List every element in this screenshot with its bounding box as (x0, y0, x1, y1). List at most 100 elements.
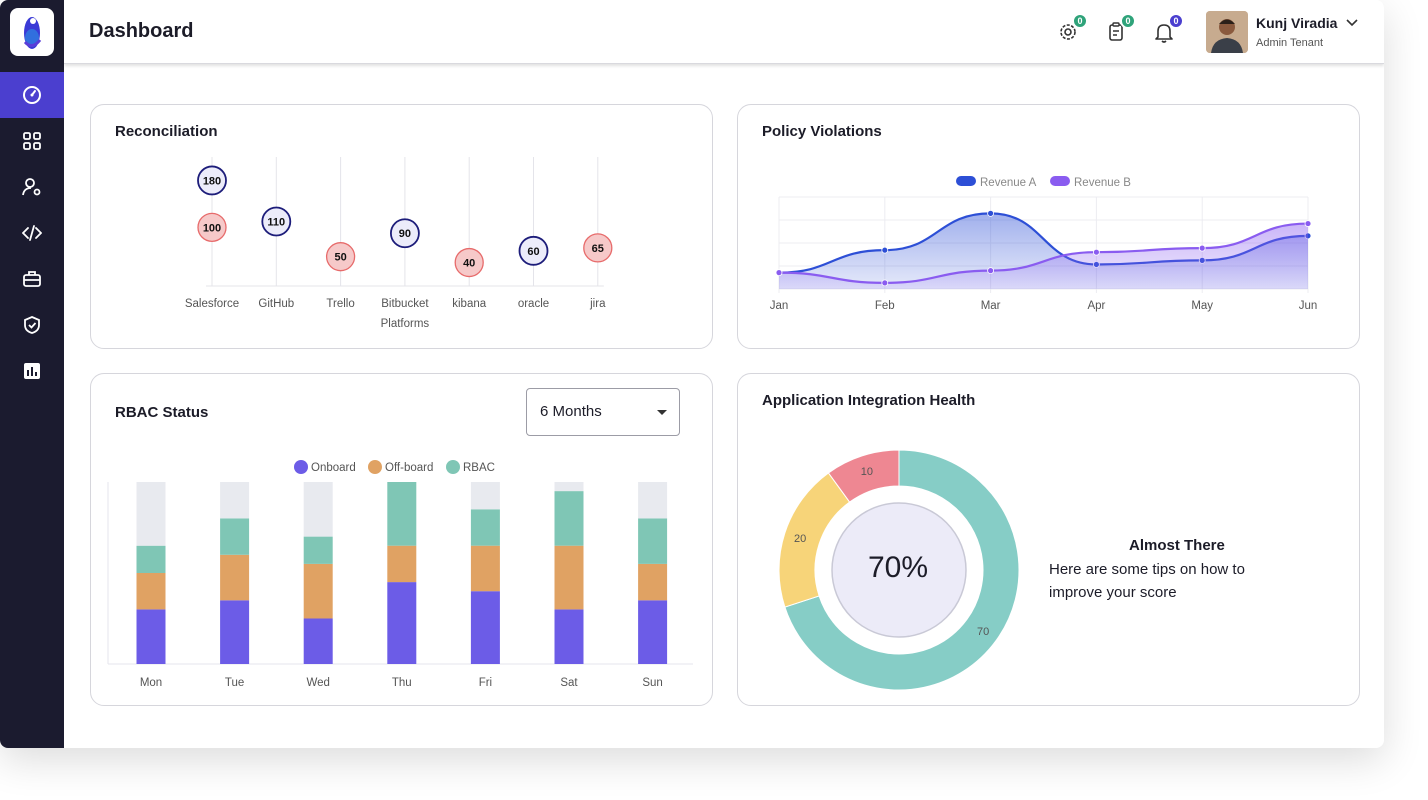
notifications-button[interactable]: 0 (1150, 13, 1184, 46)
bar-segment (554, 609, 584, 664)
bar-segment (638, 563, 668, 601)
data-point (583, 233, 613, 263)
code-icon (22, 225, 42, 241)
gear-icon (1060, 24, 1076, 40)
bar-segment (387, 545, 417, 583)
caret-down-icon (657, 410, 667, 415)
data-point (389, 218, 420, 249)
bar-segment (554, 491, 584, 546)
legend-label: Revenue B (1074, 177, 1131, 189)
rbac-status-card: RBAC Status 6 Months Mon Tue Wed Thu Fri Sat S… (90, 373, 713, 706)
data-point (987, 267, 995, 275)
integration-health-card: Application Integration Health 70 20 10 70… (737, 373, 1360, 706)
tasks-button[interactable]: 0 (1102, 13, 1136, 46)
bar-segment (136, 545, 166, 573)
shield-check-icon (24, 316, 40, 334)
x-tick-label: Trello (326, 298, 354, 310)
sidebar-item-reports[interactable] (0, 348, 64, 394)
bar-segment (470, 591, 500, 664)
bar-segment (470, 509, 500, 546)
sidebar-item-code[interactable] (0, 210, 64, 256)
user-name[interactable]: Kunj Viradia (1256, 15, 1338, 31)
user-menu-toggle[interactable] (1344, 14, 1360, 30)
slice-label: 10 (861, 466, 873, 478)
x-tick-label: Sat (560, 677, 578, 689)
bar-segment (220, 600, 250, 664)
bar-segment (136, 573, 166, 610)
data-point (881, 246, 889, 254)
bar-segment (303, 536, 333, 564)
data-label: 90 (399, 228, 411, 240)
settings-badge: 0 (1072, 13, 1088, 29)
sidebar-item-briefcase[interactable] (0, 256, 64, 302)
x-tick-label: Bitbucket (381, 298, 429, 310)
legend-label: Off-board (385, 462, 433, 474)
rbac-status-title: RBAC Status (115, 404, 209, 421)
reconciliation-chart: Salesforce GitHub Trello Bitbucket kibana ora… (185, 157, 613, 330)
sidebar-item-apps[interactable] (0, 118, 64, 164)
x-tick-label: Tue (225, 677, 244, 689)
avatar[interactable] (1206, 11, 1248, 53)
sidebar-item-users[interactable] (0, 164, 64, 210)
legend-swatch (446, 460, 460, 474)
bar-segment (387, 582, 417, 664)
sidebar (0, 0, 64, 748)
period-select[interactable]: 6 Months (526, 388, 680, 436)
sidebar-item-security[interactable] (0, 302, 64, 348)
x-axis-title: Platforms (381, 318, 430, 330)
bar-segment (638, 518, 668, 564)
x-tick-label: Mar (981, 300, 1001, 312)
x-tick-label: Jun (1299, 300, 1318, 312)
donut-slice (784, 449, 1020, 691)
tip-title: Almost There (1129, 537, 1225, 554)
app-logo[interactable] (10, 8, 54, 56)
notifications-badge: 0 (1168, 13, 1184, 29)
x-tick-label: kibana (452, 298, 486, 310)
data-label: 100 (203, 222, 221, 234)
chevron-down-icon (1346, 19, 1358, 27)
dashboard-icon (23, 86, 41, 104)
legend-label: Onboard (311, 462, 356, 474)
slice-label: 20 (794, 533, 806, 545)
series-area (779, 223, 1308, 289)
integration-health-title: Application Integration Health (762, 392, 976, 409)
data-point (775, 269, 783, 277)
apps-grid-icon (23, 132, 41, 150)
reconciliation-title: Reconciliation (115, 123, 218, 140)
bar-chart-icon (24, 363, 40, 379)
data-point (1304, 220, 1312, 227)
data-label: 110 (267, 217, 285, 229)
sidebar-item-dashboard[interactable] (0, 72, 64, 118)
bar-segment (136, 482, 166, 546)
data-point (987, 209, 995, 217)
data-point (454, 247, 484, 278)
x-tick-label: Jan (770, 300, 789, 312)
bar-segment (136, 609, 166, 664)
x-tick-label: Mon (140, 677, 162, 689)
data-label: 65 (592, 243, 604, 255)
policy-violations-card: Policy Violations Jan Feb Mar Apr May Jun Reve… (737, 104, 1360, 349)
legend-swatch (1050, 176, 1070, 186)
top-bar: Dashboard 0 0 0 Kunj Viradia Admin Tenan… (64, 0, 1384, 64)
data-label: 40 (463, 258, 475, 270)
bar-segment (220, 518, 250, 555)
settings-button[interactable]: 0 (1054, 13, 1088, 46)
legend-swatch (956, 176, 976, 186)
bar-segment (220, 554, 250, 601)
x-tick-label: Salesforce (185, 298, 239, 310)
policy-violations-title: Policy Violations (762, 123, 882, 140)
page-title: Dashboard (89, 20, 194, 42)
bar-segment (554, 545, 584, 610)
x-tick-label: Sun (642, 677, 662, 689)
health-score-label: 70% (867, 551, 929, 584)
bar-segment (638, 600, 668, 664)
legend-swatch (368, 460, 382, 474)
legend-swatch (294, 460, 308, 474)
user-settings-icon (22, 178, 41, 196)
policy-violations-chart: Jan Feb Mar Apr May Jun Revenue A Revenue B (770, 176, 1318, 312)
donut-center (831, 502, 967, 638)
x-tick-label: oracle (518, 298, 549, 310)
bar-segment (554, 482, 584, 492)
tip-text[interactable]: Here are some tips on how to improve you… (1049, 561, 1245, 601)
slice-label: 70 (977, 626, 989, 638)
